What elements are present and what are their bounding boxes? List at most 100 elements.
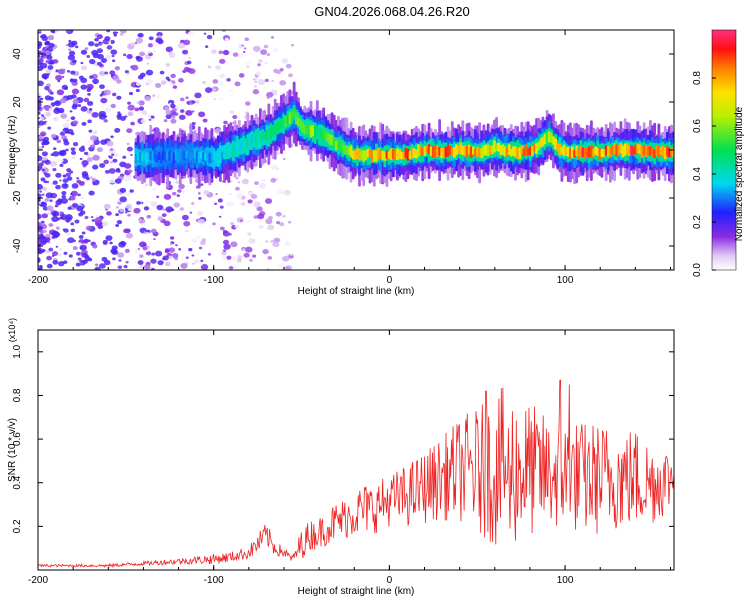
- noise-speckle: [260, 49, 268, 55]
- noise-speckle: [175, 180, 180, 185]
- noise-speckle: [133, 207, 141, 214]
- noise-speckle: [240, 202, 246, 206]
- ridge-cell: [364, 150, 368, 161]
- noise-speckle: [127, 111, 134, 117]
- noise-speckle: [222, 30, 226, 33]
- ridge-cell: [356, 148, 359, 159]
- noise-speckle: [78, 75, 84, 80]
- noise-speckle: [38, 165, 43, 170]
- noise-speckle: [122, 155, 127, 159]
- noise-speckle: [204, 45, 209, 49]
- ridge-cell: [547, 131, 551, 143]
- noise-speckle: [191, 110, 195, 113]
- ridge-cell: [315, 126, 319, 138]
- noise-speckle: [124, 163, 132, 169]
- noise-speckle: [243, 47, 247, 50]
- ridge-cell: [267, 129, 271, 138]
- ridge-cell: [497, 142, 501, 152]
- noise-speckle: [59, 131, 66, 136]
- noise-speckle: [42, 136, 50, 142]
- noise-speckle: [276, 70, 282, 75]
- ridge-cell: [461, 145, 465, 156]
- noise-speckle: [243, 60, 252, 67]
- noise-speckle: [266, 91, 274, 98]
- ridge-cell: [642, 145, 646, 156]
- noise-speckle: [135, 55, 141, 60]
- noise-speckle: [166, 209, 172, 213]
- noise-speckle: [198, 246, 203, 250]
- noise-speckle: [270, 164, 278, 171]
- ridge-cell: [657, 145, 661, 158]
- noise-speckle: [273, 237, 280, 243]
- ridge-cell: [189, 152, 193, 161]
- noise-speckle: [38, 199, 41, 202]
- noise-speckle: [179, 97, 185, 102]
- ridge-cell: [406, 148, 410, 161]
- noise-speckle: [161, 213, 167, 218]
- noise-speckle: [94, 43, 99, 47]
- noise-speckle: [168, 51, 176, 57]
- noise-speckle: [45, 192, 54, 199]
- noise-speckle: [217, 198, 223, 203]
- ridge-cell: [509, 148, 513, 157]
- noise-speckle: [270, 36, 275, 39]
- ridge-cell: [187, 150, 191, 159]
- noise-speckle: [213, 98, 217, 100]
- noise-speckle: [165, 63, 171, 67]
- noise-speckle: [94, 263, 99, 267]
- noise-speckle: [178, 114, 186, 120]
- noise-speckle: [163, 193, 172, 200]
- noise-speckle: [110, 49, 118, 55]
- noise-speckle: [53, 116, 59, 122]
- noise-speckle: [178, 78, 184, 83]
- noise-speckle: [96, 34, 103, 40]
- noise-speckle: [248, 52, 253, 56]
- ridge-cell: [288, 112, 292, 125]
- noise-speckle: [150, 258, 157, 264]
- noise-speckle: [78, 146, 86, 152]
- noise-speckle: [120, 240, 126, 246]
- noise-speckle: [91, 49, 99, 56]
- noise-speckle: [206, 34, 213, 40]
- noise-speckle: [264, 61, 268, 65]
- noise-speckle: [106, 211, 112, 216]
- ridge-cell: [608, 147, 612, 158]
- ridge-cell: [199, 151, 203, 160]
- noise-speckle: [202, 80, 207, 85]
- noise-speckle: [63, 228, 69, 233]
- noise-speckle: [48, 107, 54, 112]
- noise-speckle: [41, 186, 47, 191]
- noise-speckle: [41, 213, 48, 219]
- noise-speckle: [230, 222, 235, 226]
- ridge-cell: [533, 143, 536, 152]
- noise-speckle: [147, 50, 151, 54]
- ridge-cell: [339, 140, 342, 151]
- noise-speckle: [45, 111, 52, 117]
- noise-speckle: [252, 89, 260, 95]
- noise-speckle: [252, 78, 256, 81]
- noise-speckle: [59, 179, 62, 182]
- noise-speckle: [99, 84, 105, 90]
- noise-speckle: [101, 256, 108, 262]
- noise-speckle: [198, 196, 202, 200]
- ridge-cell: [501, 144, 505, 155]
- ridge-cell: [362, 150, 366, 162]
- noise-speckle: [111, 59, 116, 63]
- noise-speckle: [252, 254, 257, 258]
- noise-speckle: [74, 219, 80, 224]
- noise-speckle: [42, 229, 47, 234]
- ridge-cell: [320, 131, 323, 140]
- ridge-cell: [457, 145, 460, 154]
- ridge-cell: [467, 144, 471, 155]
- noise-speckle: [88, 58, 96, 65]
- ridge-cell: [337, 138, 340, 149]
- noise-speckle: [287, 73, 293, 78]
- ridge-cell: [543, 133, 547, 145]
- ridge-cell: [208, 152, 212, 164]
- noise-speckle: [52, 151, 60, 157]
- noise-speckle: [196, 236, 201, 239]
- ridge-cell: [282, 117, 286, 127]
- noise-speckle: [110, 103, 116, 109]
- noise-speckle: [104, 107, 112, 113]
- noise-speckle: [55, 184, 61, 190]
